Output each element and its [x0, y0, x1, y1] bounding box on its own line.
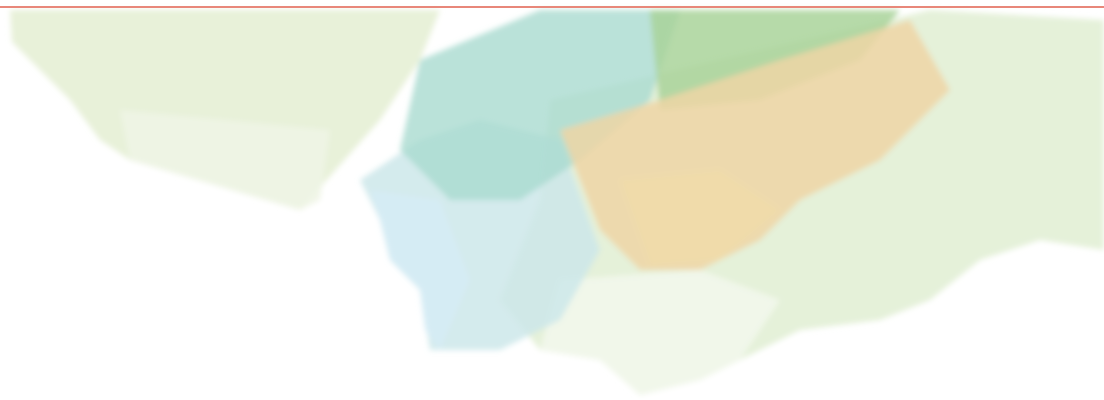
region — [370, 190, 470, 350]
region — [400, 10, 680, 200]
map-regions — [10, 10, 1104, 395]
region — [120, 110, 330, 210]
region — [620, 170, 780, 265]
region — [10, 10, 440, 210]
region — [540, 270, 780, 395]
